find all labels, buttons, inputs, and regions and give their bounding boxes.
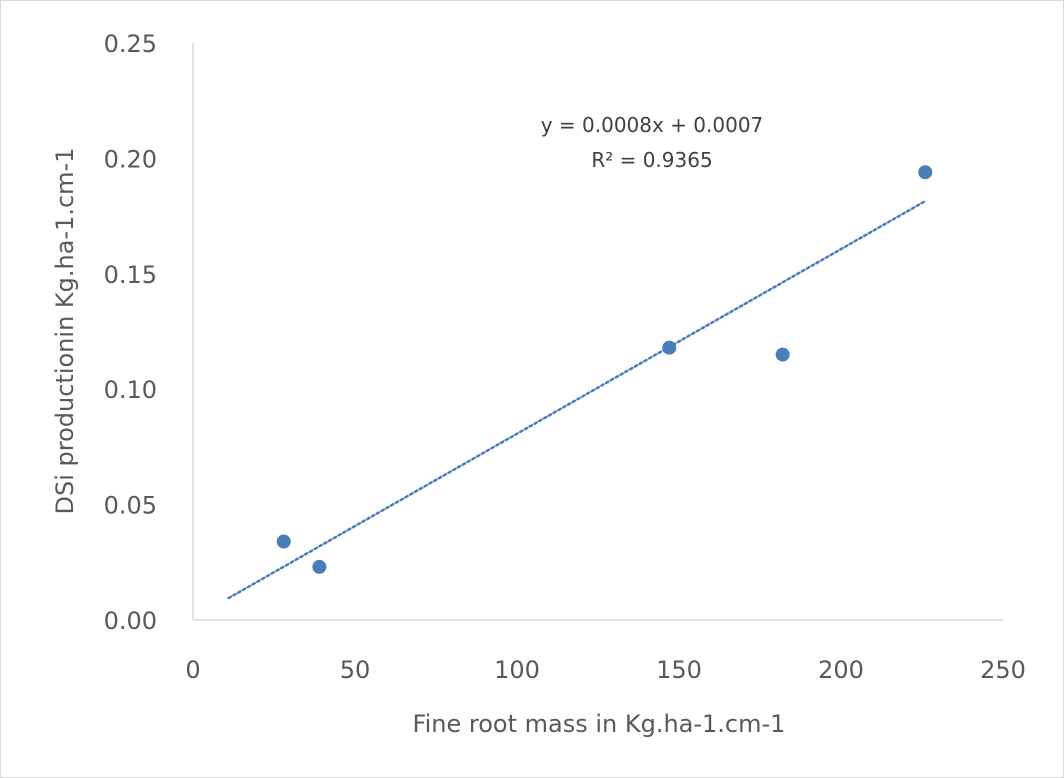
- r-squared-label: R² = 0.9365: [591, 148, 712, 172]
- x-tick-label: 50: [340, 656, 371, 684]
- y-tick-label: 0.05: [104, 492, 157, 520]
- x-axis-title: Fine root mass in Kg.ha-1.cm-1: [413, 710, 786, 738]
- x-tick-label: 200: [818, 656, 864, 684]
- data-point: [918, 165, 933, 180]
- x-tick-label: 150: [656, 656, 702, 684]
- data-point: [276, 534, 291, 549]
- data-point: [312, 559, 327, 574]
- y-tick-label: 0.00: [104, 607, 157, 635]
- x-tick-label: 100: [494, 656, 540, 684]
- x-tick-label: 250: [980, 656, 1026, 684]
- x-tick-labels: 0 50 100 150 200 250: [185, 656, 1026, 684]
- data-points: [276, 165, 933, 574]
- y-tick-label: 0.25: [104, 30, 157, 58]
- x-tick-label: 0: [185, 656, 200, 684]
- y-axis-title: DSi productionin Kg.ha-1.cm-1: [51, 148, 79, 515]
- y-tick-labels: 0.00 0.05 0.10 0.15 0.20 0.25: [104, 30, 157, 635]
- trendline-group: [227, 199, 927, 600]
- trendline: [227, 199, 927, 600]
- data-point: [662, 340, 677, 355]
- trendline-equation: y = 0.0008x + 0.0007: [541, 113, 764, 137]
- y-tick-label: 0.15: [104, 261, 157, 289]
- y-tick-label: 0.20: [104, 145, 157, 173]
- axes: [192, 43, 1003, 621]
- data-point: [775, 347, 790, 362]
- y-tick-label: 0.10: [104, 376, 157, 404]
